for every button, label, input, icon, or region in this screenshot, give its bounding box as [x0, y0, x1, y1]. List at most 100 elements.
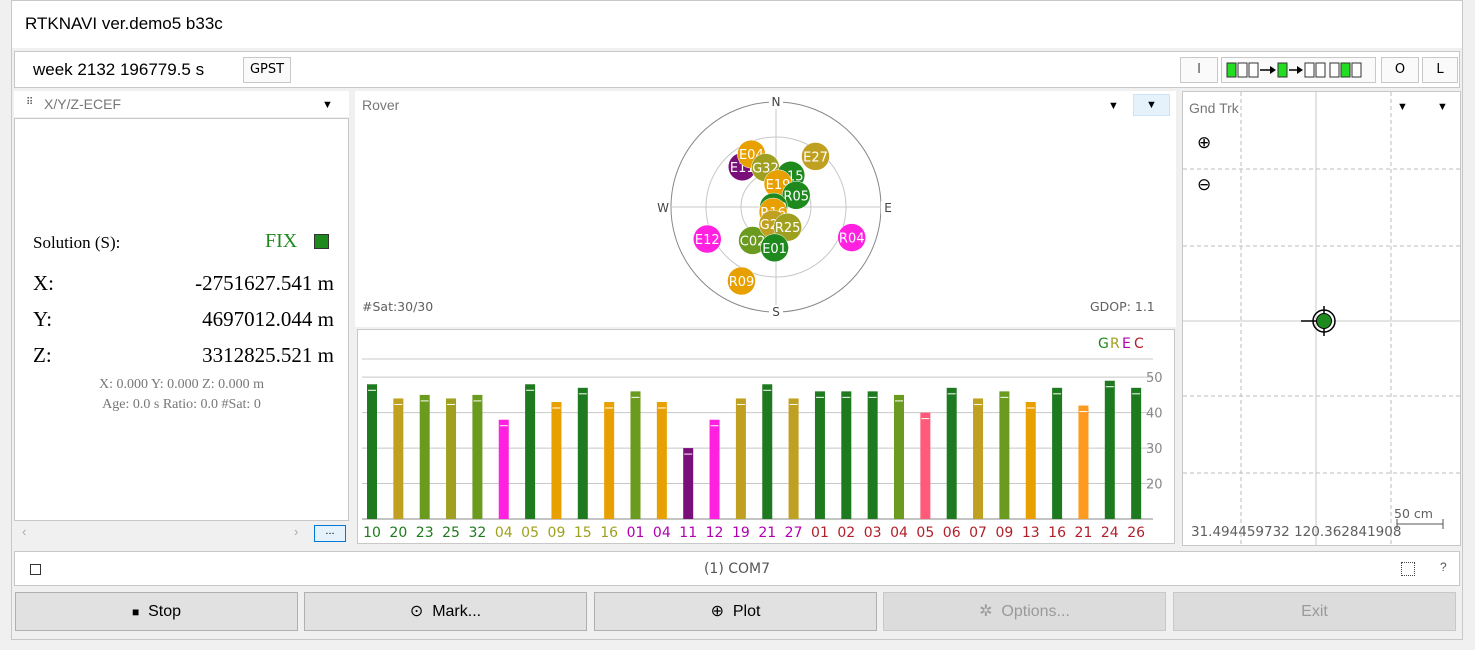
snr-bar — [525, 384, 536, 519]
exit-button[interactable]: Exit — [1173, 592, 1456, 631]
title-bar: RTKNAVI ver.demo5 b33c — [12, 1, 1462, 48]
ground-track-panel: Gnd Trk ▼ ▼ ⊕ ⊖ 50 cm 31.494459732 120.3… — [1182, 91, 1461, 546]
prn-label: 09 — [995, 525, 1013, 541]
time-toolbar: week 2132 196779.5 s GPST I O L — [14, 51, 1460, 88]
log-stream-button[interactable]: L — [1422, 57, 1458, 83]
snr-bar — [1131, 387, 1142, 519]
plot-button[interactable]: ⊕ Plot — [594, 592, 877, 631]
time-system-button[interactable]: GPST — [243, 57, 291, 83]
snr-tick-label: 30 — [1146, 442, 1163, 457]
scroll-left-icon[interactable]: ‹ — [22, 524, 27, 539]
snr-bar — [894, 394, 904, 519]
prn-label: 32 — [468, 525, 486, 541]
prn-label: 04 — [890, 525, 908, 541]
stop-button-label: Stop — [148, 603, 182, 620]
compass-dir_e: E — [884, 201, 892, 215]
prn-label: 27 — [785, 525, 803, 541]
prn-label: 04 — [495, 525, 513, 541]
status-port-text: (1) COM7 — [703, 561, 771, 577]
snr-bar — [604, 402, 615, 519]
prn-label: 16 — [1048, 525, 1066, 541]
list-icon: ⠿ — [26, 97, 34, 108]
mark-button[interactable]: ⊙ Mark... — [304, 592, 587, 631]
window-title: RTKNAVI ver.demo5 b33c — [25, 14, 223, 33]
track-selector-label[interactable]: Gnd Trk — [1189, 100, 1239, 116]
age-ratio-line: Age: 0.0 s Ratio: 0.0 #Sat: 0 — [102, 397, 261, 412]
satellite-E01: E01 — [760, 233, 789, 263]
prn-label: 01 — [627, 525, 645, 541]
snr-bar — [367, 384, 377, 519]
prn-label: 24 — [1101, 525, 1119, 541]
snr-bar — [814, 391, 825, 519]
prn-label: 05 — [916, 525, 934, 541]
prn-label: 10 — [363, 525, 381, 541]
stop-button[interactable]: ■ Stop — [15, 592, 298, 631]
skyplot-area: Rover ▼ ▼ NSWEE11E04G32E27R15E19R05G10R1… — [355, 91, 1176, 327]
rover-selector-label[interactable]: Rover — [362, 97, 400, 113]
satellite-R09: R09 — [727, 266, 756, 296]
gear-icon: ✲ — [979, 603, 993, 620]
horizontal-scrollbar[interactable]: ‹ › — [14, 523, 312, 543]
z-label: Z: — [33, 343, 52, 367]
input-stream-button[interactable]: I — [1180, 57, 1218, 83]
prn-label: 04 — [653, 525, 671, 541]
svg-text:C02: C02 — [740, 234, 766, 249]
satellite-C02: C02 — [738, 226, 767, 255]
chevron-down-icon[interactable]: ▼ — [1437, 101, 1448, 113]
zoom-out-icon[interactable]: ⊖ — [1197, 175, 1212, 194]
target-icon: ⊙ — [409, 603, 424, 620]
monitor-toggle-icon[interactable] — [30, 564, 41, 575]
y-value: 4697012.044 m — [202, 307, 334, 331]
chevron-down-icon[interactable]: ▼ — [1108, 100, 1119, 112]
snr-bar — [1104, 380, 1115, 519]
prn-label: 12 — [706, 525, 724, 541]
svg-text:R05: R05 — [783, 189, 809, 204]
rover-menu-button[interactable]: ▼ — [1133, 94, 1170, 116]
legend-g: G — [1098, 336, 1109, 352]
prn-label: 23 — [416, 525, 434, 541]
status-bar: (1) COM7 ? — [14, 551, 1460, 586]
prn-label: 25 — [442, 525, 460, 541]
panel-resize-icon[interactable] — [1401, 562, 1415, 576]
snr-tick-label: 20 — [1146, 478, 1163, 493]
svg-text:E01: E01 — [762, 242, 787, 257]
stream-status-indicator — [1221, 57, 1376, 83]
solution-format-selector[interactable]: ⠿ X/Y/Z-ECEF ▼ — [14, 91, 349, 117]
solution-label: Solution (S): — [33, 233, 121, 252]
output-stream-button[interactable]: O — [1381, 57, 1419, 83]
scroll-right-icon[interactable]: › — [294, 524, 299, 539]
snr-bar — [393, 398, 404, 519]
help-button[interactable]: ? — [1440, 560, 1447, 574]
snr-bar — [1078, 405, 1089, 519]
snr-bar — [656, 402, 667, 519]
satellite-E12: E12 — [693, 224, 722, 254]
svg-text:E27: E27 — [803, 150, 828, 165]
prn-label: 15 — [574, 525, 592, 541]
solution-status: FIX — [265, 230, 298, 252]
svg-text:E12: E12 — [695, 233, 720, 248]
options-button[interactable]: ✲ Options... — [883, 592, 1166, 631]
snr-tick-label: 50 — [1146, 371, 1163, 386]
more-button[interactable]: ... — [314, 525, 346, 542]
sat-count: #Sat:30/30 — [362, 299, 434, 314]
prn-label: 13 — [1022, 525, 1040, 541]
solution-panel: ⠿ X/Y/Z-ECEF ▼ Solution (S): FIX X: -275… — [14, 91, 349, 546]
prn-label: 21 — [758, 525, 776, 541]
stream-status-icon — [1226, 62, 1362, 78]
snr-bar — [1025, 402, 1036, 519]
zoom-in-icon[interactable]: ⊕ — [1197, 133, 1212, 152]
satellite-R05: R05 — [781, 181, 811, 210]
app-window: RTKNAVI ver.demo5 b33c week 2132 196779.… — [11, 0, 1463, 640]
chevron-down-icon[interactable]: ▼ — [1397, 101, 1408, 113]
snr-bar — [867, 391, 878, 519]
x-value: -2751627.541 m — [195, 271, 334, 295]
std-dev-line: X: 0.000 Y: 0.000 Z: 0.000 m — [98, 377, 265, 392]
svg-text:R09: R09 — [729, 275, 755, 290]
svg-text:R25: R25 — [775, 221, 801, 236]
prn-label: 26 — [1127, 525, 1145, 541]
satellite-E11: E11 — [728, 152, 757, 182]
prn-label: 05 — [521, 525, 539, 541]
scale-label: 50 cm — [1394, 506, 1433, 521]
prn-label: 02 — [837, 525, 855, 541]
snr-bar — [973, 398, 984, 519]
